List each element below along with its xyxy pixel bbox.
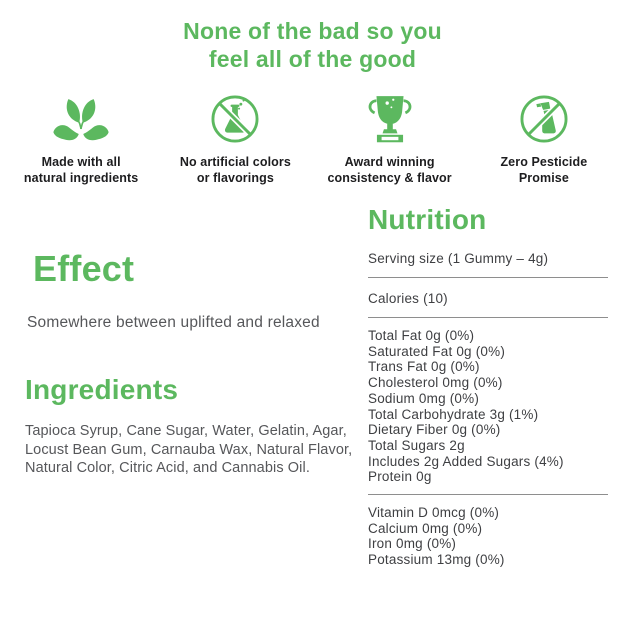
vitamin-row: Potassium 13mg (0%)	[368, 552, 505, 568]
nutrition-heading: Nutrition	[368, 204, 487, 235]
left-column: Effect Somewhere between uplifted and re…	[25, 204, 355, 568]
main-content: Effect Somewhere between uplifted and re…	[0, 204, 625, 568]
header: None of the bad so you feel all of the go…	[0, 0, 625, 73]
nutrition-fact-row: Trans Fat 0g (0%)	[368, 359, 480, 375]
nutrition-fact-row: Includes 2g Added Sugars (4%)	[368, 453, 564, 469]
page-title-line2: feel all of the good	[208, 46, 417, 72]
nutrition-fact-row: Saturated Fat 0g (0%)	[368, 343, 506, 359]
features-row: Made with all natural ingredients No arti…	[0, 88, 625, 186]
page-title: None of the bad so you feel all of the go…	[0, 17, 625, 73]
feature-label: Award winning consistency & flavor	[327, 155, 452, 185]
no-pesticide-icon	[467, 88, 621, 146]
nutrition-section: Nutrition Serving size (1 Gummy – 4g) Ca…	[368, 204, 608, 568]
vitamin-row: Calcium 0mg (0%)	[368, 520, 483, 536]
feature-label: No artificial colors or flavorings	[179, 155, 291, 185]
nutrition-fact-row: Dietary Fiber 0g (0%)	[368, 422, 501, 438]
no-artificial-icon	[158, 88, 312, 146]
trophy-icon	[313, 88, 467, 146]
nutrition-fact-row: Protein 0g	[368, 469, 432, 485]
nutrition-fact-row: Cholesterol 0mg (0%)	[368, 375, 503, 391]
hands-leaf-icon	[4, 88, 158, 146]
nutrition-fact-row: Total Fat 0g (0%)	[368, 328, 475, 343]
vitamin-row: Vitamin D 0mcg (0%)	[368, 505, 500, 521]
feature-zero-pesticide: Zero Pesticide Promise	[467, 88, 621, 186]
vitamin-row: Iron 0mg (0%)	[368, 536, 457, 552]
feature-label: Made with all natural ingredients	[23, 155, 139, 185]
calories-row: Calories (10)	[368, 278, 608, 318]
effect-body: Somewhere between uplifted and relaxed	[27, 314, 320, 331]
ingredients-heading: Ingredients	[25, 374, 179, 405]
nutrition-fact-row: Total Sugars 2g	[368, 437, 465, 453]
vitamins-list: Vitamin D 0mcg (0%) Calcium 0mg (0%) Iro…	[368, 495, 608, 568]
feature-award-winning: Award winning consistency & flavor	[313, 88, 467, 186]
feature-natural-ingredients: Made with all natural ingredients	[4, 88, 158, 186]
effect-heading: Effect	[33, 248, 135, 289]
nutrition-facts-list: Total Fat 0g (0%) Saturated Fat 0g (0%) …	[368, 318, 608, 496]
page-title-line1: None of the bad so you	[183, 18, 442, 44]
nutrition-fact-row: Total Carbohydrate 3g (1%)	[368, 406, 539, 422]
nutrition-fact-row: Sodium 0mg (0%)	[368, 390, 480, 406]
feature-label: Zero Pesticide Promise	[500, 155, 588, 185]
serving-size-row: Serving size (1 Gummy – 4g)	[368, 235, 608, 278]
feature-no-artificial: No artificial colors or flavorings	[158, 88, 312, 186]
ingredients-body: Tapioca Syrup, Cane Sugar, Water, Gelati…	[25, 423, 353, 476]
